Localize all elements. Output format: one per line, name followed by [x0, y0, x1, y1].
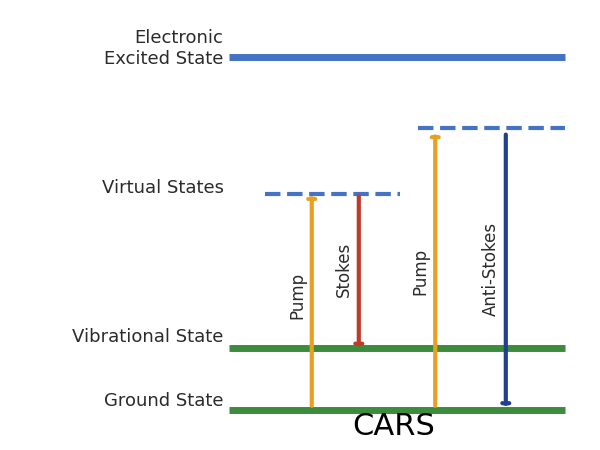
Text: Electronic
Excited State: Electronic Excited State [104, 29, 224, 68]
Text: Anti-Stokes: Anti-Stokes [482, 222, 500, 316]
Text: Vibrational State: Vibrational State [72, 328, 224, 346]
Text: CARS: CARS [353, 412, 436, 441]
Text: Pump: Pump [288, 272, 306, 319]
Text: Pump: Pump [412, 248, 430, 295]
Text: Stokes: Stokes [335, 242, 353, 297]
Text: Virtual States: Virtual States [101, 179, 224, 197]
Text: Ground State: Ground State [104, 392, 224, 410]
